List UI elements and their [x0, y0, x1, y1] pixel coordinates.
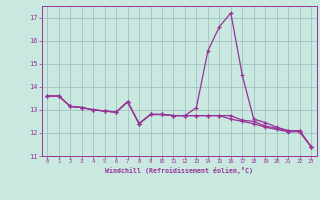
X-axis label: Windchill (Refroidissement éolien,°C): Windchill (Refroidissement éolien,°C) — [105, 167, 253, 174]
